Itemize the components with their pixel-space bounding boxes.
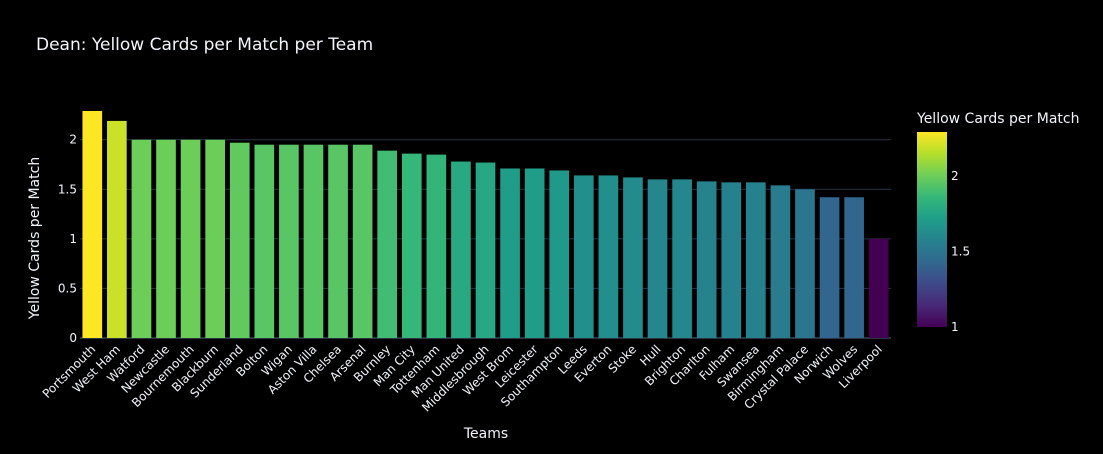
y-tick-label: 0	[69, 331, 77, 345]
bar[interactable]	[303, 144, 324, 338]
colorbar-gradient	[917, 132, 947, 327]
bar[interactable]	[254, 144, 275, 338]
bar[interactable]	[795, 189, 815, 338]
bar[interactable]	[500, 168, 520, 338]
y-tick-label: 1	[69, 232, 77, 246]
y-tick-label: 0.5	[58, 281, 77, 295]
y-axis-title: Yellow Cards per Match	[27, 157, 43, 320]
chart-title: Dean: Yellow Cards per Match per Team	[36, 35, 373, 55]
x-axis-title: Teams	[463, 426, 508, 442]
bar[interactable]	[819, 197, 840, 338]
bar[interactable]	[770, 185, 791, 338]
bar[interactable]	[131, 139, 152, 338]
bar[interactable]	[328, 144, 348, 338]
bar[interactable]	[746, 182, 766, 338]
bar[interactable]	[451, 161, 471, 338]
bar[interactable]	[352, 144, 373, 338]
colorbar-ticks: 11.52	[951, 169, 970, 334]
bar[interactable]	[180, 139, 201, 338]
bar[interactable]	[573, 175, 594, 338]
bar[interactable]	[205, 139, 225, 338]
y-tick-labels: 0 0.5 1 1.5 2	[58, 133, 77, 345]
bar[interactable]	[598, 175, 619, 338]
bar[interactable]	[426, 154, 447, 338]
bar[interactable]	[229, 142, 250, 338]
bar[interactable]	[549, 170, 570, 338]
bar[interactable]	[721, 182, 742, 338]
bar[interactable]	[696, 181, 717, 338]
y-tick-label: 1.5	[58, 182, 77, 196]
colorbar-tick-label: 2	[951, 169, 959, 183]
bar[interactable]	[844, 197, 864, 338]
colorbar: Yellow Cards per Match 11.52	[916, 111, 1079, 334]
y-tick-label: 2	[69, 133, 77, 147]
bar[interactable]	[401, 153, 422, 338]
colorbar-tick-label: 1	[951, 320, 959, 334]
bar[interactable]	[868, 238, 889, 338]
bar[interactable]	[623, 177, 643, 338]
colorbar-tick-label: 1.5	[951, 244, 970, 258]
bar[interactable]	[647, 179, 668, 338]
bar[interactable]	[672, 179, 692, 338]
x-tick-label: Stoke	[605, 342, 639, 376]
bars	[82, 110, 889, 338]
bar[interactable]	[156, 139, 176, 338]
bar[interactable]	[107, 120, 127, 338]
bar[interactable]	[279, 144, 299, 338]
bar[interactable]	[524, 168, 545, 338]
bar[interactable]	[377, 150, 398, 338]
bar[interactable]	[82, 110, 103, 338]
bar[interactable]	[475, 162, 496, 338]
colorbar-title: Yellow Cards per Match	[916, 111, 1079, 127]
